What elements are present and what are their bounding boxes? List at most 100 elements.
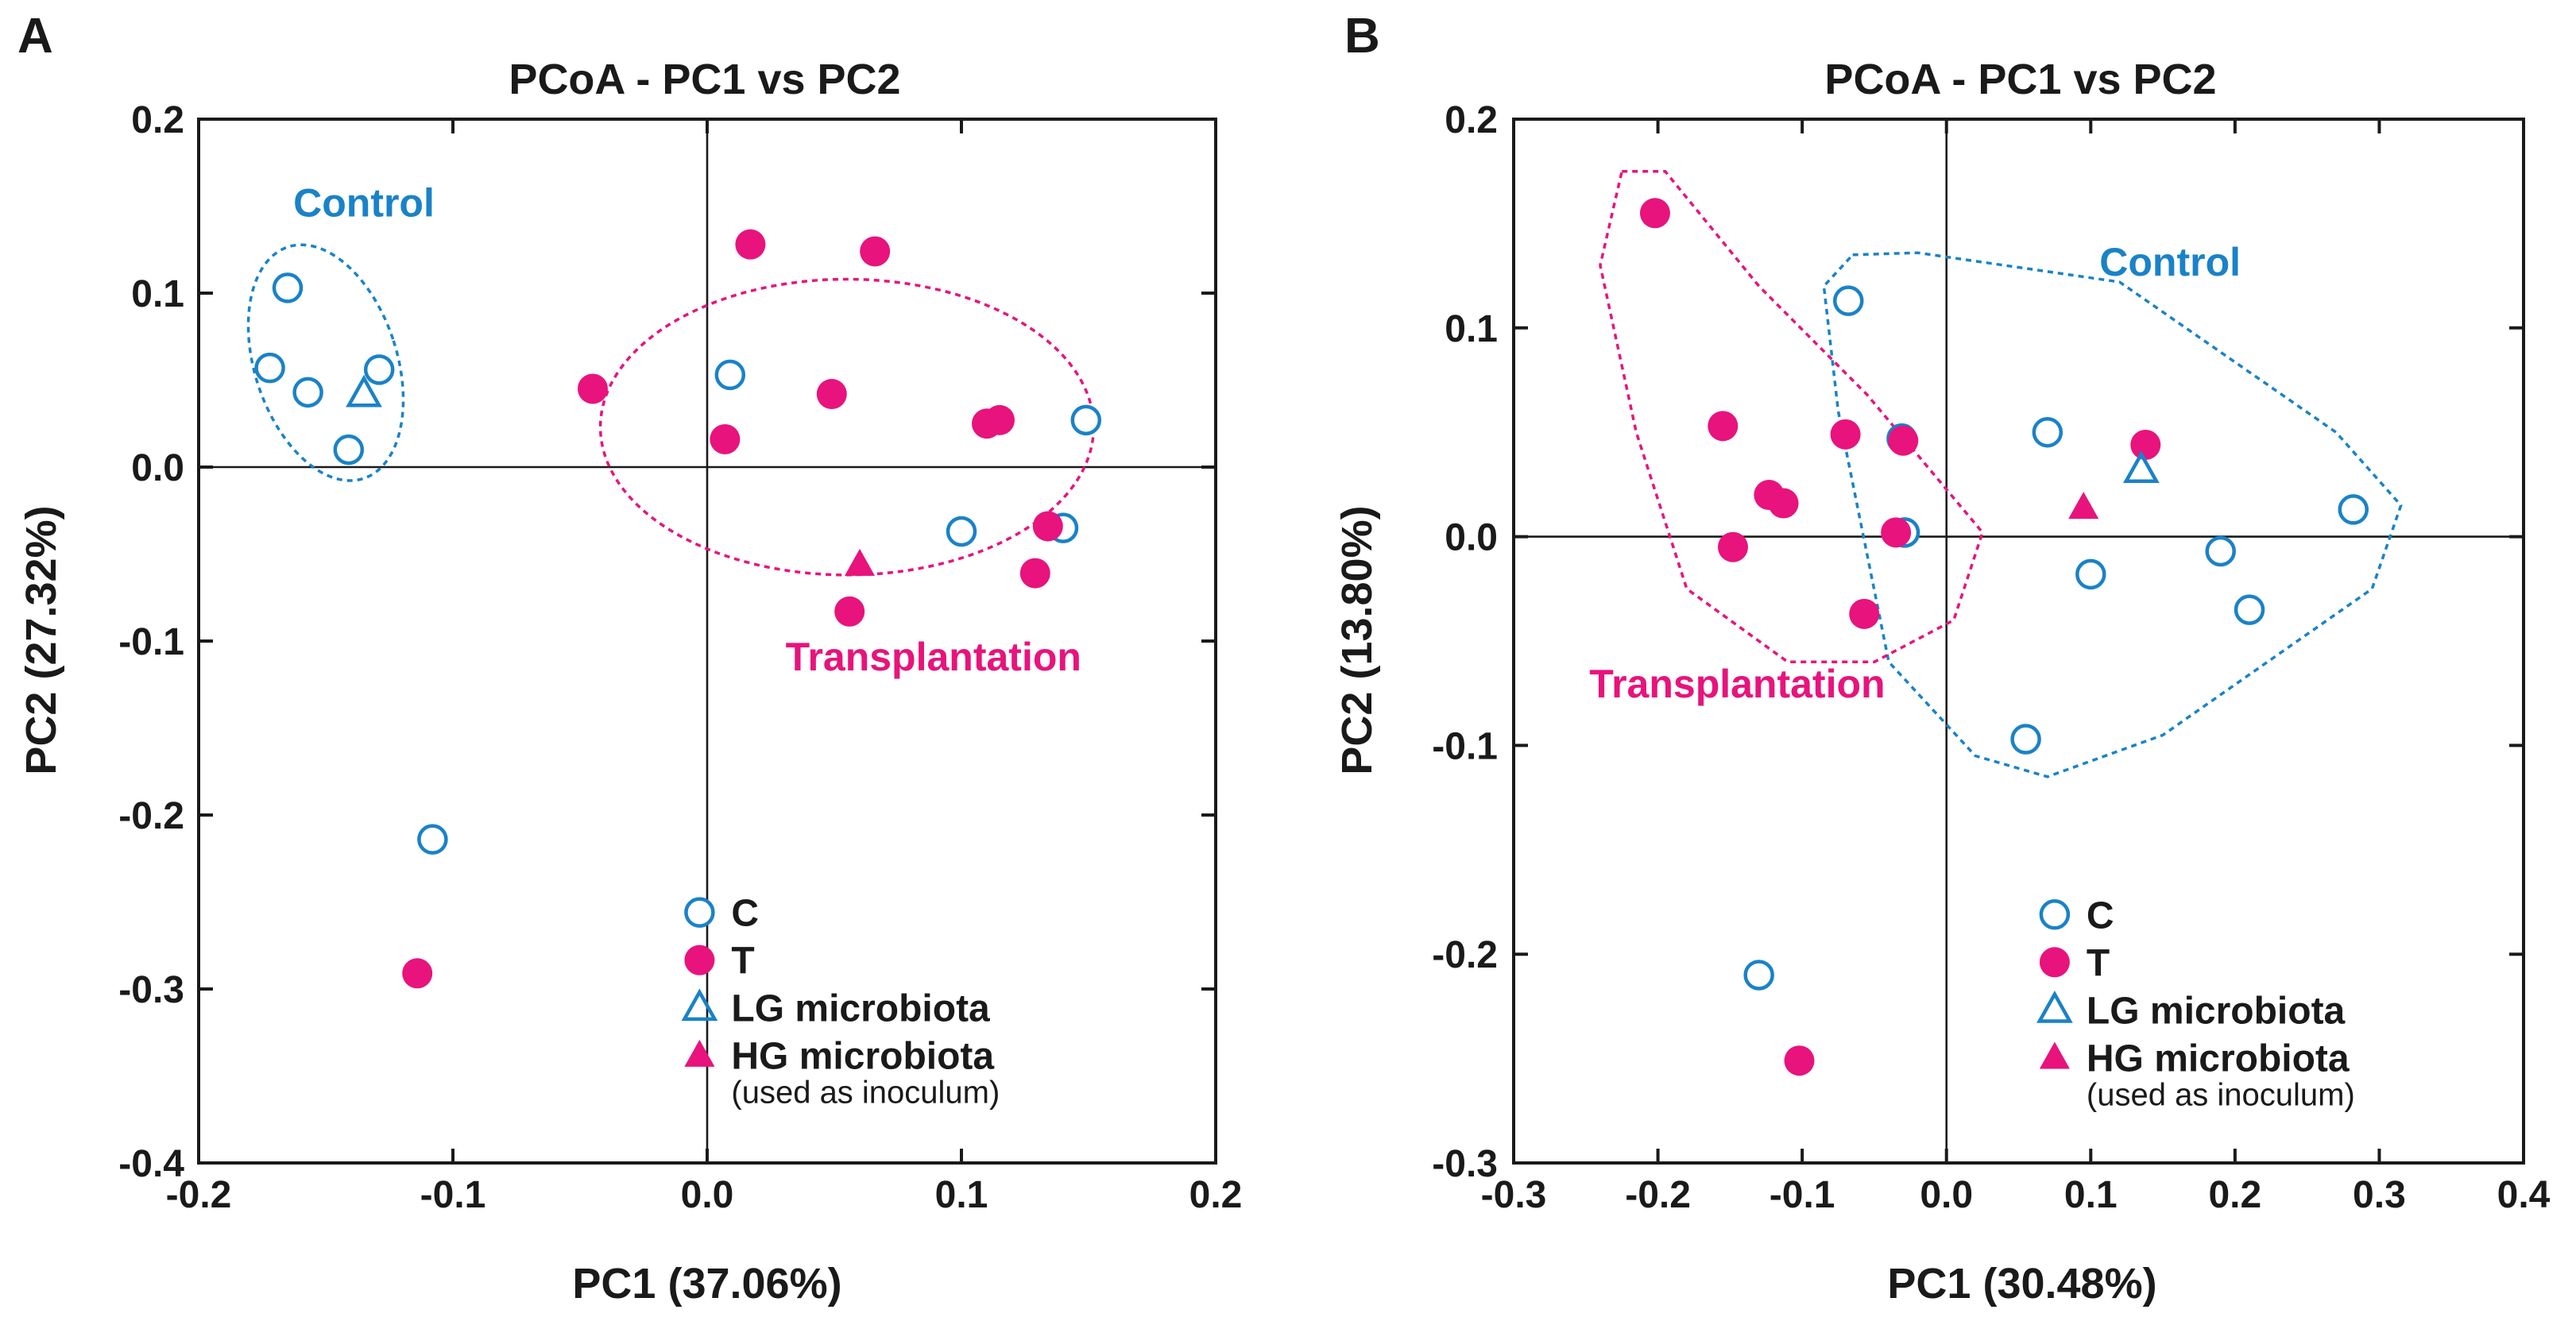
x-axis-label: PC1 (37.06%) <box>572 1260 841 1308</box>
x-tick-label: 0.1 <box>935 1174 988 1216</box>
legend-marker <box>2036 990 2073 1023</box>
series-t <box>1639 198 2161 1076</box>
x-tick-label: -0.2 <box>166 1174 232 1216</box>
series-lg-microbiota <box>346 374 382 408</box>
y-tick-label: 0.0 <box>131 447 184 489</box>
series-t <box>402 229 1063 989</box>
data-point <box>402 958 433 989</box>
data-point <box>1639 198 1670 229</box>
legend-marker <box>2039 899 2071 930</box>
x-tick-label: 0.1 <box>2064 1174 2118 1216</box>
series-c <box>1743 285 2369 991</box>
y-tick-label: 0.2 <box>131 99 184 141</box>
data-point <box>834 596 865 627</box>
y-tick-label: -0.4 <box>118 1143 184 1185</box>
x-tick-label: 0.2 <box>1189 1174 1243 1216</box>
data-point <box>2122 450 2160 484</box>
panel-b: B PCoA - PC1 vs PC2 -0.3 -0.2 -0.1 0.0 0.1 0.2 0… <box>1333 9 2551 1308</box>
legend-label: C <box>2087 894 2114 937</box>
data-point <box>984 404 1015 435</box>
data-point <box>2130 429 2161 460</box>
data-point <box>2205 535 2236 567</box>
x-tick-label: -0.3 <box>1481 1174 1547 1216</box>
series-hg-microbiota <box>844 548 876 576</box>
data-point <box>2010 724 2041 755</box>
y-tick-label: -0.3 <box>1432 1143 1498 1185</box>
data-point <box>735 229 766 260</box>
legend-marker <box>684 1039 715 1067</box>
data-point <box>1717 531 1748 562</box>
data-point <box>363 354 395 385</box>
data-point <box>1784 1045 1815 1076</box>
plot-frame <box>1512 118 2525 1165</box>
legend-marker <box>2039 1041 2070 1069</box>
legend: CT LG microbiota HG microbiota(used as ino… <box>2036 894 2355 1112</box>
legend-note: (used as inoculum) <box>731 1076 1000 1111</box>
legend-label: HG microbiota <box>2087 1037 2350 1080</box>
y-tick-label: 0.0 <box>1445 517 1498 559</box>
data-point <box>2234 594 2265 625</box>
control-group-outline <box>1822 251 2403 778</box>
data-point <box>346 374 382 408</box>
legend-marker <box>684 897 715 928</box>
chart-title: PCoA - PC1 vs PC2 <box>509 56 900 103</box>
data-point <box>1768 488 1799 519</box>
control-annotation: Control <box>2099 240 2241 284</box>
data-point <box>860 236 891 267</box>
legend-label: LG microbiota <box>2087 990 2346 1032</box>
x-axis-label: PC1 (30.48%) <box>1887 1260 2156 1308</box>
y-tick-label: -0.1 <box>1432 725 1498 767</box>
x-tick-label: 0.3 <box>2353 1174 2406 1216</box>
data-point <box>1708 411 1739 442</box>
x-tick-label: -0.1 <box>1770 1174 1835 1216</box>
legend: CT LG microbiota HG microbiota(used as ino… <box>681 893 1000 1111</box>
panel-label: A <box>17 9 53 64</box>
series-lg-microbiota <box>2122 450 2160 484</box>
y-tick-label: -0.3 <box>118 969 184 1011</box>
data-point <box>1070 404 1102 436</box>
data-point <box>2068 492 2099 520</box>
data-point <box>714 359 746 391</box>
transplant-annotation: Transplantation <box>786 635 1081 679</box>
x-tick-label: 0.0 <box>681 1174 734 1216</box>
data-point <box>578 373 608 404</box>
control-group-outline <box>246 243 405 482</box>
legend-label: HG microbiota <box>731 1036 994 1078</box>
data-point <box>272 272 304 303</box>
data-point <box>2338 494 2369 525</box>
y-tick-label: -0.2 <box>118 795 184 837</box>
chart-title: PCoA - PC1 vs PC2 <box>1824 56 2216 103</box>
data-point <box>1888 425 1919 456</box>
data-point <box>417 824 448 855</box>
y-axis-label: PC2 (27.32%) <box>17 505 65 775</box>
data-point <box>1019 558 1050 589</box>
transplant-group-outline <box>1599 169 1984 664</box>
data-point <box>1849 598 1880 629</box>
x-tick-label: -0.2 <box>1625 1174 1691 1216</box>
data-point <box>1832 285 1864 316</box>
x-tick-label: 0.0 <box>1920 1174 1973 1216</box>
y-axis-label: PC2 (13.80%) <box>1333 505 1381 775</box>
transplant-group-outline <box>598 277 1096 577</box>
legend-marker <box>681 988 718 1022</box>
legend-label: T <box>731 941 754 983</box>
data-point <box>844 548 876 576</box>
data-point <box>1743 960 1774 991</box>
data-point <box>1881 517 1912 548</box>
y-tick-label: 0.1 <box>131 273 184 315</box>
legend-label: T <box>2087 942 2110 984</box>
data-point <box>1032 511 1063 542</box>
data-point <box>292 377 323 408</box>
legend-marker <box>2039 947 2070 978</box>
data-point <box>2075 558 2106 590</box>
y-tick-label: 0.1 <box>1445 308 1498 350</box>
data-point <box>333 434 365 465</box>
legend-label: LG microbiota <box>731 988 990 1030</box>
x-tick-label: 0.4 <box>2497 1174 2551 1216</box>
y-tick-label: -0.1 <box>118 621 184 663</box>
series-c <box>254 272 1102 855</box>
data-point <box>1830 419 1861 450</box>
data-point <box>2032 416 2064 448</box>
